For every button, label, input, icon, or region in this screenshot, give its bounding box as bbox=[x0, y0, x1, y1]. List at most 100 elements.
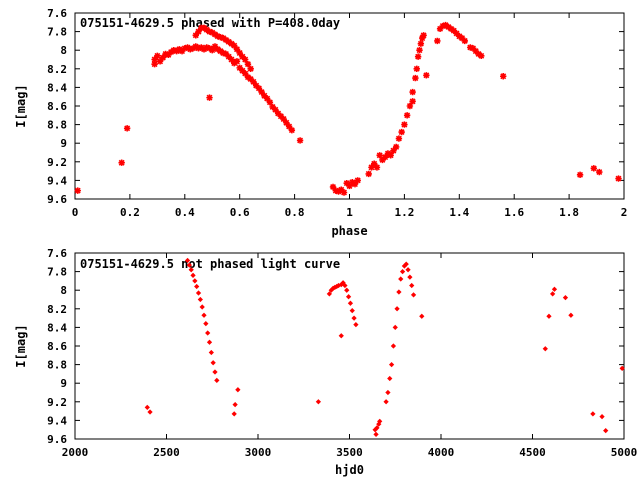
data-point bbox=[338, 186, 345, 193]
data-point bbox=[209, 47, 216, 54]
data-point bbox=[288, 126, 296, 134]
y-tick-label: 9.6 bbox=[47, 433, 67, 446]
x-tick-label: 1.6 bbox=[504, 206, 524, 219]
data-point bbox=[203, 321, 209, 327]
y-tick-label: 8.2 bbox=[47, 303, 67, 316]
data-point bbox=[74, 187, 81, 194]
data-point bbox=[576, 171, 584, 179]
data-point bbox=[123, 125, 131, 132]
data-point bbox=[371, 160, 378, 167]
data-point bbox=[231, 42, 238, 49]
data-point bbox=[188, 267, 194, 273]
y-tick-label: 9 bbox=[60, 377, 67, 390]
data-point bbox=[417, 40, 425, 47]
data-point bbox=[178, 47, 186, 55]
data-point bbox=[315, 399, 322, 405]
data-point bbox=[619, 365, 625, 371]
data-points bbox=[144, 257, 625, 437]
data-point bbox=[615, 175, 622, 182]
y-tick-label: 8.6 bbox=[47, 100, 67, 113]
data-point bbox=[277, 113, 285, 120]
data-point bbox=[228, 56, 235, 63]
data-point bbox=[374, 425, 380, 431]
data-point bbox=[414, 53, 422, 60]
data-point bbox=[373, 431, 379, 437]
x-tick-label: 1 bbox=[346, 206, 353, 219]
data-point bbox=[338, 333, 344, 339]
data-point bbox=[340, 189, 348, 196]
data-point bbox=[467, 44, 474, 51]
y-tick-label: 7.8 bbox=[47, 26, 67, 39]
data-point bbox=[590, 411, 596, 417]
x-tick-label: 3500 bbox=[336, 446, 363, 459]
data-point bbox=[394, 306, 400, 312]
data-point bbox=[181, 45, 188, 52]
data-point bbox=[351, 315, 357, 321]
data-point bbox=[396, 289, 402, 295]
data-point bbox=[252, 82, 260, 89]
x-tick-label: 0.6 bbox=[230, 206, 250, 219]
data-point bbox=[232, 401, 238, 408]
data-point bbox=[407, 274, 413, 280]
plot-title: 075151-4629.5 not phased light curve bbox=[80, 257, 340, 271]
y-tick-label: 9.6 bbox=[47, 193, 67, 206]
data-point bbox=[258, 88, 265, 96]
data-point bbox=[199, 304, 205, 310]
x-tick-label: 1.4 bbox=[449, 206, 469, 219]
data-point bbox=[205, 330, 211, 336]
data-point bbox=[195, 45, 202, 52]
data-point bbox=[416, 47, 423, 54]
data-point bbox=[206, 339, 213, 345]
data-point bbox=[206, 28, 213, 35]
x-tick-label: 2000 bbox=[62, 446, 89, 459]
data-point bbox=[263, 95, 271, 102]
data-point bbox=[233, 58, 241, 65]
data-point bbox=[343, 179, 350, 187]
data-point bbox=[410, 292, 417, 298]
data-point bbox=[403, 112, 411, 119]
y-tick-label: 7.6 bbox=[47, 7, 67, 20]
data-point bbox=[406, 102, 414, 110]
y-tick-label: 8.4 bbox=[47, 81, 67, 94]
data-point bbox=[399, 268, 406, 275]
data-point bbox=[247, 65, 254, 72]
data-point bbox=[159, 54, 167, 61]
y-axis-label: I[mag] bbox=[14, 324, 28, 367]
data-point bbox=[376, 152, 383, 159]
data-point bbox=[151, 56, 158, 63]
data-point bbox=[461, 37, 468, 45]
data-point bbox=[478, 52, 485, 59]
y-tick-label: 9 bbox=[60, 137, 67, 150]
data-point bbox=[233, 46, 241, 53]
data-point bbox=[472, 47, 479, 55]
x-axis-label: hjd0 bbox=[335, 463, 364, 477]
data-point bbox=[222, 50, 230, 58]
data-point bbox=[144, 404, 150, 411]
x-tick-label: 4500 bbox=[519, 446, 546, 459]
data-point bbox=[247, 75, 254, 83]
data-point bbox=[214, 33, 221, 40]
x-tick-label: 3000 bbox=[245, 446, 272, 459]
data-point bbox=[210, 360, 216, 366]
data-point bbox=[170, 47, 178, 54]
data-point bbox=[162, 50, 169, 58]
x-tick-label: 0 bbox=[72, 206, 79, 219]
y-axis-label: I[mag] bbox=[14, 84, 28, 127]
data-point bbox=[241, 56, 249, 63]
data-point bbox=[469, 45, 477, 52]
data-point bbox=[390, 147, 397, 154]
data-point bbox=[272, 106, 279, 113]
data-point bbox=[214, 377, 220, 384]
plot-frame bbox=[74, 252, 625, 440]
x-tick-label: 1.8 bbox=[559, 206, 579, 219]
x-tick-label: 1.2 bbox=[394, 206, 414, 219]
data-point bbox=[118, 159, 125, 166]
data-point bbox=[550, 291, 556, 297]
y-tick-label: 8.4 bbox=[47, 321, 67, 334]
data-point bbox=[345, 294, 352, 300]
data-point bbox=[194, 283, 200, 290]
data-point bbox=[349, 308, 355, 314]
data-point bbox=[235, 387, 241, 393]
data-point bbox=[236, 64, 243, 72]
